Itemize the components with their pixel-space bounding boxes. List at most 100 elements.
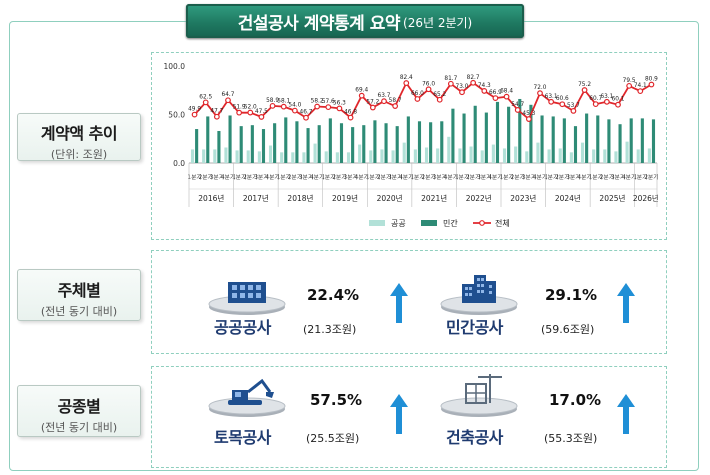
private-bar <box>607 119 611 163</box>
quarter-tick-label: 2분기 <box>466 173 480 181</box>
building-up-arrow-icon <box>617 394 635 434</box>
total-point <box>514 107 521 113</box>
quarter-tick-label: 2분기 <box>600 173 614 181</box>
public-bar <box>369 150 373 163</box>
private-bar <box>473 105 477 163</box>
legend-total-marker <box>479 220 485 226</box>
total-data-label: 63.1 <box>545 94 558 100</box>
type-sublabel: (전년 동기 대비) <box>40 421 118 434</box>
quarter-tick-label: 2분기 <box>644 173 658 181</box>
private-bar <box>484 112 488 163</box>
legend-public-swatch <box>369 220 385 226</box>
total-point <box>503 93 510 100</box>
legend-private-label: 민간 <box>443 218 458 228</box>
civil-work-icon <box>208 378 286 417</box>
total-point <box>247 109 254 116</box>
total-point <box>191 111 198 118</box>
legend-total-label: 전체 <box>495 218 510 228</box>
public-bar <box>335 152 339 163</box>
private-bar <box>417 121 422 163</box>
total-point <box>626 82 633 89</box>
quarter-tick-label: 1분기 <box>633 173 647 181</box>
total-point <box>559 101 566 108</box>
private-bar <box>640 118 644 163</box>
quarter-tick-label: 2분기 <box>377 173 391 181</box>
private-bar <box>562 118 566 163</box>
quarter-tick-label: 2분기 <box>511 173 525 181</box>
public-bar <box>447 136 451 163</box>
contract-trend-chart: 0.0 50.0 100.0 49.9 62.5 47.7 64.7 51.952.047.5… <box>164 62 659 228</box>
quarter-tick-label: 3분기 <box>254 173 268 181</box>
private-bar <box>339 123 344 163</box>
total-data-label: 75.2 <box>578 82 591 88</box>
private-bar <box>651 119 656 163</box>
quarter-tick-label: 4분기 <box>622 173 636 181</box>
total-data-label: 64.7 <box>222 92 235 98</box>
public-bar <box>313 143 317 163</box>
civil-work-rate: 57.5% <box>310 391 363 409</box>
total-data-label: 58.1 <box>277 99 290 105</box>
total-data-label: 52.0 <box>244 105 257 111</box>
year-tick-label: 2016년 <box>198 193 224 203</box>
quarter-tick-label: 1분기 <box>366 173 380 181</box>
total-data-label: 54.0 <box>288 103 301 109</box>
total-point <box>403 80 410 86</box>
total-point <box>470 79 477 86</box>
private-bar <box>395 126 399 163</box>
total-data-label: 57.2 <box>366 100 379 106</box>
entity-label: 주체별 (전년 동기 대비) <box>17 269 141 321</box>
total-point <box>236 109 243 116</box>
private-bar <box>429 122 433 163</box>
total-point <box>570 108 577 114</box>
quarter-tick-label: 3분기 <box>210 173 224 181</box>
total-data-label: 60.6 <box>556 96 569 102</box>
quarter-tick-label: 3분기 <box>611 173 625 181</box>
total-data-label: 68.4 <box>500 89 513 95</box>
total-point <box>603 98 610 105</box>
quarter-tick-label: 4분기 <box>533 173 547 181</box>
public-bar <box>625 141 629 163</box>
private-work-label: 민간공사 <box>446 318 503 337</box>
public-bar <box>614 151 618 163</box>
quarter-tick-label: 4분기 <box>221 173 235 181</box>
public-work-rate: 22.4% <box>307 286 360 304</box>
total-point <box>592 101 599 108</box>
total-point <box>280 103 287 110</box>
total-data-label: 66.0 <box>411 91 424 97</box>
quarter-tick-label: 4분기 <box>488 173 502 181</box>
public-bar <box>246 150 250 163</box>
total-data-label: 49.9 <box>188 107 201 113</box>
public-bar <box>636 149 640 163</box>
quarter-tick-label: 3분기 <box>522 173 536 181</box>
type-label: 공종별 (전년 동기 대비) <box>17 385 141 437</box>
total-data-label: 80.9 <box>645 77 658 83</box>
total-point <box>213 113 220 120</box>
private-bar <box>618 124 622 163</box>
trend-unit: (단위: 조원) <box>50 148 108 161</box>
quarter-tick-label: 1분기 <box>589 173 603 181</box>
private-bar <box>206 116 210 163</box>
quarter-tick-label: 2분기 <box>199 173 213 181</box>
total-point <box>381 98 387 105</box>
private-bar <box>495 101 500 163</box>
quarter-tick-label: 3분기 <box>388 173 402 181</box>
building-work-rate: 17.0% <box>549 391 602 409</box>
total-point <box>425 86 432 93</box>
total-data-label: 79.5 <box>623 78 636 84</box>
year-tick-label: 2021년 <box>421 193 447 203</box>
public-up-arrow-icon <box>390 283 408 323</box>
total-point <box>303 114 309 121</box>
page-title-overlay: 건설공사 계약통계 요약 <box>237 13 401 34</box>
private-work-icon <box>440 275 518 315</box>
private-bar <box>585 113 589 163</box>
private-bar <box>573 126 578 163</box>
year-tick-label: 2026년 <box>633 193 659 203</box>
quarter-tick-label: 2분기 <box>288 173 302 181</box>
public-bar <box>603 149 607 163</box>
type-title: 공종별 <box>57 397 101 416</box>
y-tick-label: 0.0 <box>173 159 185 168</box>
public-bar <box>358 144 362 163</box>
private-bar <box>507 106 511 163</box>
public-bar <box>436 148 440 163</box>
total-point <box>269 102 276 109</box>
